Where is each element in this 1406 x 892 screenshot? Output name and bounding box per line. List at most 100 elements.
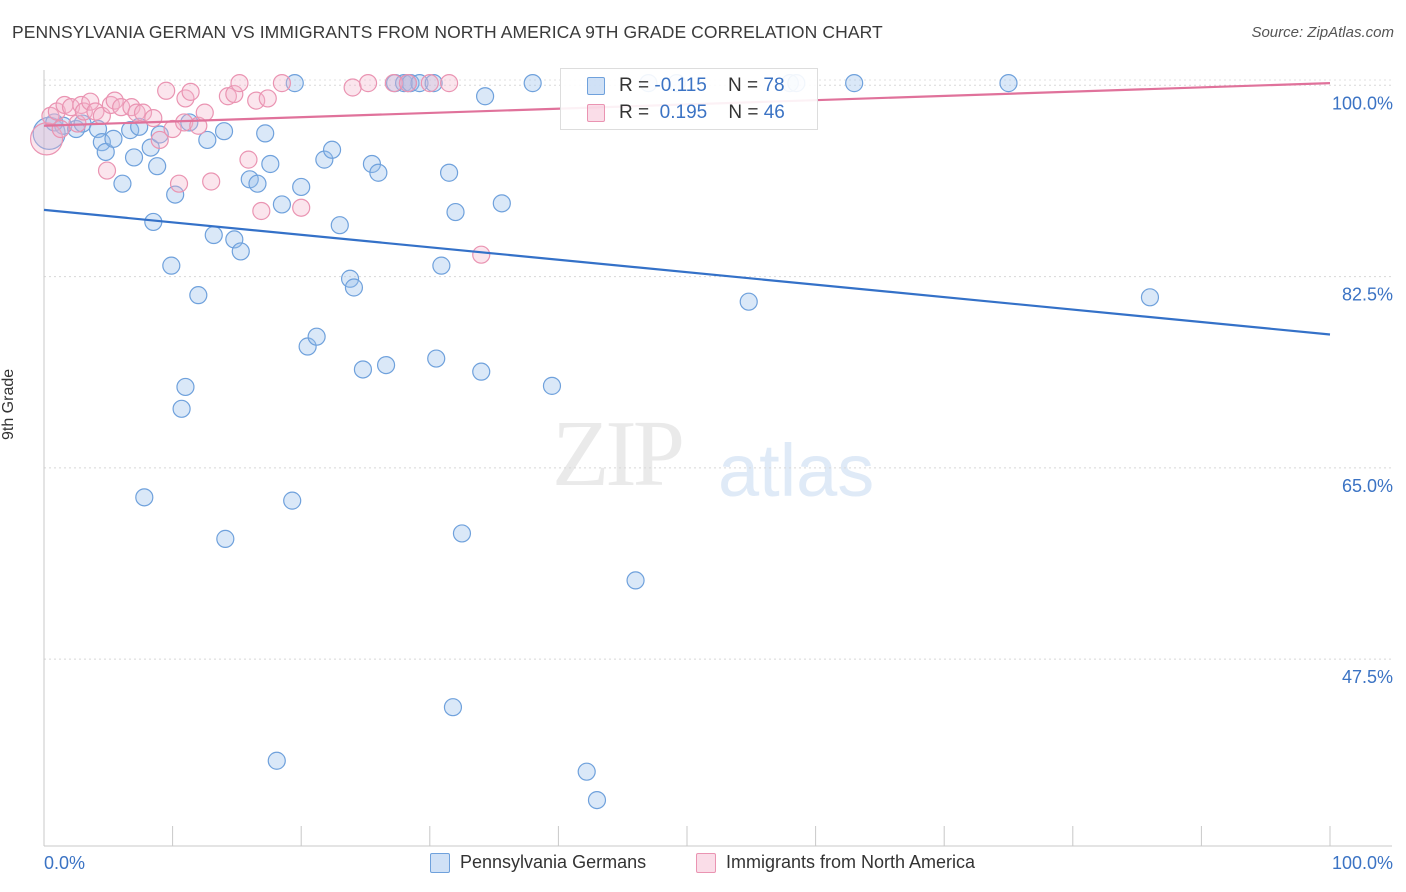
chart-source: Source: ZipAtlas.com	[1251, 24, 1394, 41]
data-point	[322, 140, 342, 159]
data-point	[446, 202, 465, 222]
data-point	[124, 148, 144, 167]
data-point	[105, 91, 124, 110]
correlation-legend: R = -0.115 N = 78 R = 0.195 N = 46	[560, 68, 818, 130]
data-point	[135, 488, 154, 507]
data-point	[330, 216, 349, 235]
data-point	[358, 74, 378, 93]
data-point	[202, 172, 221, 191]
data-point	[340, 269, 360, 288]
data-point	[247, 91, 266, 110]
legend-swatch-pink	[587, 104, 605, 122]
data-point	[369, 163, 388, 182]
bottom-legend-swatch-pink	[696, 853, 716, 873]
data-point	[198, 130, 217, 150]
data-point	[626, 571, 645, 590]
series-pennsylvania-germans	[32, 74, 1160, 810]
data-point	[258, 89, 277, 108]
data-point	[204, 225, 223, 245]
legend-r-label: R =	[619, 75, 650, 96]
watermark-zip: ZIP	[552, 402, 685, 506]
data-point	[845, 74, 864, 93]
y-tick-label: 82.5%	[1342, 285, 1393, 305]
data-point	[261, 154, 280, 174]
data-point	[150, 130, 169, 150]
data-point	[157, 81, 176, 100]
series-immigrants-north-america	[29, 74, 491, 264]
data-point	[189, 286, 208, 305]
data-point	[344, 278, 364, 297]
data-point	[176, 377, 195, 397]
watermark-atlas: atlas	[718, 429, 875, 512]
data-point	[256, 124, 275, 143]
data-point	[398, 74, 418, 93]
x-tick-label-max: 100.0%	[1332, 853, 1393, 873]
data-point	[472, 362, 491, 381]
data-point	[298, 337, 317, 356]
data-point	[523, 74, 542, 93]
data-point	[475, 87, 495, 106]
trend-line	[43, 208, 1331, 336]
data-point	[394, 74, 414, 93]
data-point	[113, 174, 132, 193]
data-point	[1140, 288, 1160, 307]
legend-n-value: 78	[763, 75, 785, 96]
legend-n-label: N =	[727, 75, 759, 96]
data-point	[427, 349, 446, 368]
bottom-legend-swatch-blue	[430, 853, 450, 873]
y-tick-label: 65.0%	[1342, 476, 1393, 496]
data-point	[248, 174, 267, 193]
data-point	[225, 84, 244, 104]
data-point	[420, 74, 439, 93]
data-point	[739, 292, 758, 311]
data-point	[439, 163, 459, 182]
data-point	[195, 103, 214, 122]
data-point	[452, 524, 472, 543]
legend-swatch-blue	[587, 77, 605, 95]
data-point	[353, 360, 373, 379]
data-point	[181, 82, 200, 101]
data-point	[81, 92, 100, 111]
data-point	[169, 174, 189, 193]
data-point	[577, 762, 596, 781]
data-point	[432, 256, 451, 275]
data-point	[292, 198, 311, 217]
data-point	[492, 194, 511, 213]
data-point	[230, 74, 249, 93]
chart-title: PENNSYLVANIA GERMAN VS IMMIGRANTS FROM N…	[12, 22, 883, 42]
data-point	[92, 133, 111, 152]
legend-text: R = -0.115 N = 78	[619, 75, 785, 97]
data-point	[292, 177, 311, 197]
legend-r-label: R =	[619, 102, 650, 123]
data-point	[343, 78, 362, 97]
legend-n-value: 46	[763, 102, 785, 123]
data-point	[384, 74, 403, 93]
data-point	[104, 129, 123, 148]
data-point	[472, 245, 491, 264]
bottom-legend-label: Pennsylvania Germans	[460, 852, 647, 872]
data-point	[443, 698, 463, 717]
y-tick-label: 100.0%	[1332, 93, 1393, 113]
data-point	[133, 103, 153, 122]
legend-n-label: N =	[728, 102, 759, 123]
tick-labels: 100.0% 82.5% 65.0% 47.5% 0.0% 100.0%	[44, 93, 1393, 873]
data-point	[587, 790, 607, 810]
y-tick-label: 47.5%	[1342, 667, 1393, 687]
data-point	[97, 161, 117, 180]
x-tick-label-min: 0.0%	[44, 853, 85, 873]
legend-r-value: -0.115	[654, 75, 707, 96]
data-point	[252, 201, 271, 221]
legend-text: R = 0.195 N = 46	[619, 102, 785, 124]
data-point	[216, 529, 235, 548]
data-point	[166, 185, 185, 204]
data-point	[439, 74, 459, 93]
data-point	[148, 157, 167, 176]
data-point	[376, 355, 396, 375]
bottom-legend-label: Immigrants from North America	[726, 852, 976, 872]
data-point	[424, 74, 443, 93]
legend-r-value: 0.195	[659, 102, 708, 123]
axes	[43, 70, 1392, 847]
data-point	[51, 119, 70, 139]
data-point	[267, 751, 286, 770]
